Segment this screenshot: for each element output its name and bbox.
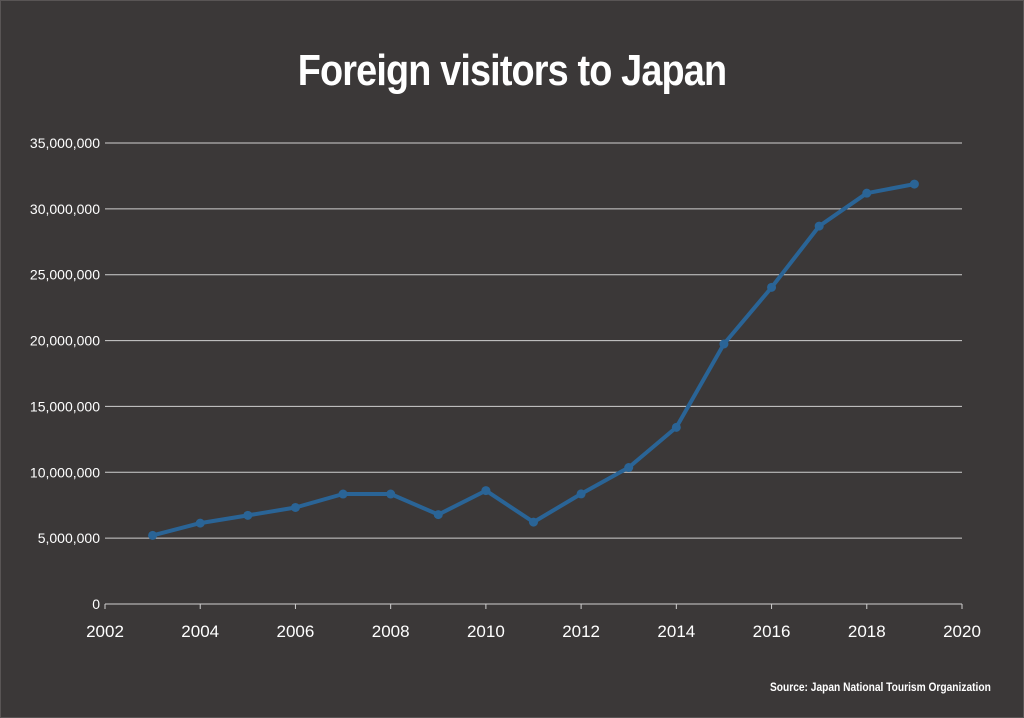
y-tick-label: 35,000,000 — [30, 135, 100, 151]
data-point — [814, 221, 824, 231]
data-point — [862, 188, 872, 198]
data-point — [529, 517, 538, 527]
data-point — [433, 510, 443, 520]
data-point — [767, 282, 777, 292]
x-tick-label: 2004 — [181, 622, 219, 641]
data-point — [338, 489, 348, 499]
x-tick-label: 2014 — [657, 622, 695, 641]
y-tick-label: 0 — [92, 596, 100, 612]
data-point — [386, 489, 396, 499]
y-tick-label: 20,000,000 — [30, 333, 100, 349]
data-point — [671, 422, 681, 432]
x-tick-label: 2018 — [848, 622, 886, 641]
data-point — [576, 489, 586, 499]
y-tick-label: 25,000,000 — [30, 267, 100, 283]
y-tick-label: 10,000,000 — [30, 464, 100, 480]
chart-title: Foreign visitors to Japan — [297, 46, 727, 95]
y-tick-label: 30,000,000 — [30, 201, 100, 217]
data-point — [148, 530, 158, 540]
x-tick-label: 2010 — [467, 622, 505, 641]
x-tick-label: 2006 — [277, 622, 315, 641]
x-tick-label: 2020 — [943, 622, 981, 641]
y-tick-label: 5,000,000 — [38, 530, 100, 546]
data-point — [195, 518, 205, 528]
data-point — [719, 339, 729, 349]
data-point — [909, 179, 919, 189]
data-point — [481, 486, 491, 496]
x-tick-label: 2016 — [753, 622, 791, 641]
source-note: Source: Japan National Tourism Organizat… — [770, 680, 991, 694]
data-point — [624, 463, 634, 473]
y-tick-label: 15,000,000 — [30, 398, 100, 414]
x-tick-label: 2008 — [372, 622, 410, 641]
data-point — [290, 502, 300, 512]
data-point — [243, 510, 253, 520]
x-tick-label: 2012 — [562, 622, 600, 641]
series-line — [150, 182, 917, 538]
x-tick-label: 2002 — [86, 622, 124, 641]
